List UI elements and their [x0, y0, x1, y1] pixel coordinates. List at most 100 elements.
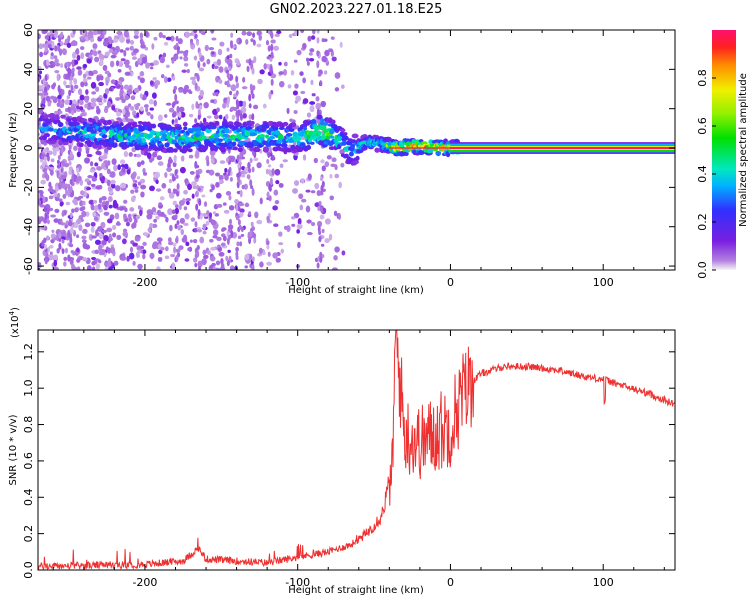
spectrogram-speckle — [226, 102, 230, 108]
spectrogram-ridge-blob — [237, 147, 243, 153]
spectrogram-speckle — [273, 45, 280, 51]
spectrogram-ridge-blob — [323, 121, 329, 126]
spectrogram-speckle — [321, 38, 325, 43]
spectrogram-speckle — [226, 71, 230, 79]
spectrogram-speckle — [308, 57, 315, 62]
spectrogram-speckle — [98, 101, 104, 105]
spectrogram-speckle — [194, 82, 198, 90]
spectrogram-speckle — [103, 92, 108, 100]
spectrogram-speckle — [108, 233, 112, 241]
spectrogram-speckle — [183, 189, 188, 195]
spectrogram-speckle — [72, 30, 76, 35]
spectrogram-speckle — [320, 159, 325, 164]
spectrogram-speckle — [324, 238, 330, 244]
spectrogram-speckle — [94, 239, 101, 245]
spectrogram-speckle — [216, 107, 220, 113]
colorbar-tick-label: 0.6 — [696, 117, 709, 135]
spectrogram-speckle — [225, 191, 232, 196]
spectrogram-speckle — [236, 172, 240, 178]
spectrogram-speckle — [117, 164, 122, 171]
spectrogram-ridge-blob — [310, 141, 315, 145]
spectrogram-speckle — [115, 84, 122, 89]
spectrogram-speckle — [110, 179, 116, 185]
spectrogram-speckle — [79, 36, 86, 40]
spectrogram-speckle — [188, 90, 193, 95]
spectrogram-speckle — [227, 96, 231, 104]
spectrogram-speckle — [320, 184, 324, 193]
spectrogram-speckle — [148, 98, 154, 105]
spectrogram-speckle — [90, 203, 95, 211]
spectrogram-speckle — [124, 71, 131, 76]
spectrogram-speckle — [178, 88, 184, 93]
spectrogram-speckle — [119, 206, 125, 211]
spectrogram-speckle — [226, 260, 230, 267]
spectrogram-ridge-blob — [144, 144, 149, 149]
spectrogram-y-tick-label: 60 — [22, 23, 35, 37]
spectrogram-speckle — [61, 239, 65, 244]
spectrogram-ridge-blob — [40, 127, 47, 133]
spectrogram-speckle — [334, 72, 341, 79]
spectrogram-speckle — [228, 205, 235, 211]
spectrogram-speckle — [68, 145, 72, 150]
spectrogram-speckle — [82, 257, 88, 262]
spectrogram-speckle — [240, 226, 244, 233]
spectrogram-speckle — [263, 63, 268, 70]
spectrogram-speckle — [165, 216, 169, 223]
spectrogram-speckle — [144, 30, 149, 38]
spectrogram-speckle — [180, 155, 185, 162]
spectrogram-speckle — [227, 169, 231, 177]
spectrogram-speckle — [120, 159, 126, 165]
spectrogram-speckle — [108, 87, 113, 92]
spectrogram-speckle — [272, 205, 278, 211]
spectrogram-speckle — [270, 51, 274, 59]
snr-x-axis-label: Height of straight line (km) — [288, 585, 424, 596]
spectrogram-speckle — [58, 38, 62, 43]
spectrogram-speckle — [69, 151, 73, 159]
spectrogram-ridge-blob — [279, 148, 287, 152]
spectrogram-speckle — [258, 247, 263, 255]
spectrogram-speckle — [224, 168, 228, 173]
spectrogram-speckle — [278, 182, 284, 188]
spectrogram-speckle — [67, 189, 71, 198]
spectrogram-speckle — [51, 84, 56, 90]
spectrogram-speckle — [218, 174, 224, 181]
spectrogram-speckle — [95, 263, 100, 270]
spectrogram-ridge-blob — [386, 136, 392, 143]
spectrogram-speckle — [117, 68, 122, 73]
spectrogram-speckle — [328, 233, 333, 241]
spectrogram-speckle — [316, 262, 320, 269]
spectrogram-speckle — [129, 207, 135, 212]
spectrogram-speckle — [198, 266, 202, 270]
spectrogram-speckle — [228, 195, 232, 201]
snr-frame — [37, 329, 676, 571]
spectrogram-ridge-blob — [155, 131, 161, 137]
spectrogram-speckle — [122, 231, 128, 237]
spectrogram-speckle — [82, 78, 88, 82]
spectrogram-speckle — [142, 171, 148, 176]
spectrogram-y-tick-label: -40 — [22, 218, 35, 236]
spectrogram-speckle — [53, 218, 59, 223]
spectrogram-speckle — [102, 64, 108, 71]
snr-y-ticks: 0.0 0.2 0.4 0.6 0.8 1.0 1.2 — [22, 343, 675, 579]
spectrogram-speckle — [84, 157, 91, 164]
spectrogram-ridge-blob — [404, 151, 409, 156]
spectrogram-speckle — [215, 91, 219, 97]
spectrogram-speckle — [104, 109, 109, 113]
spectrogram-speckle — [137, 75, 141, 80]
spectrogram-speckle — [213, 114, 220, 120]
spectrogram-speckle — [202, 62, 206, 68]
spectrogram-speckle — [79, 200, 84, 207]
spectrogram-speckle — [222, 202, 227, 206]
spectrogram-ridge-blob — [255, 146, 260, 152]
spectrogram-speckle — [228, 66, 232, 72]
spectrogram-speckle — [150, 252, 154, 260]
spectrogram-speckle — [76, 258, 81, 263]
spectrogram-speckle — [202, 224, 207, 228]
spectrogram-speckle — [67, 229, 71, 238]
spectrogram-speckle — [266, 63, 270, 69]
spectrogram-speckle — [177, 111, 182, 118]
spectrogram-speckle — [283, 68, 288, 76]
spectrogram-speckle — [157, 243, 162, 250]
spectrogram-speckle — [153, 36, 158, 41]
spectrogram-speckle — [130, 196, 136, 203]
